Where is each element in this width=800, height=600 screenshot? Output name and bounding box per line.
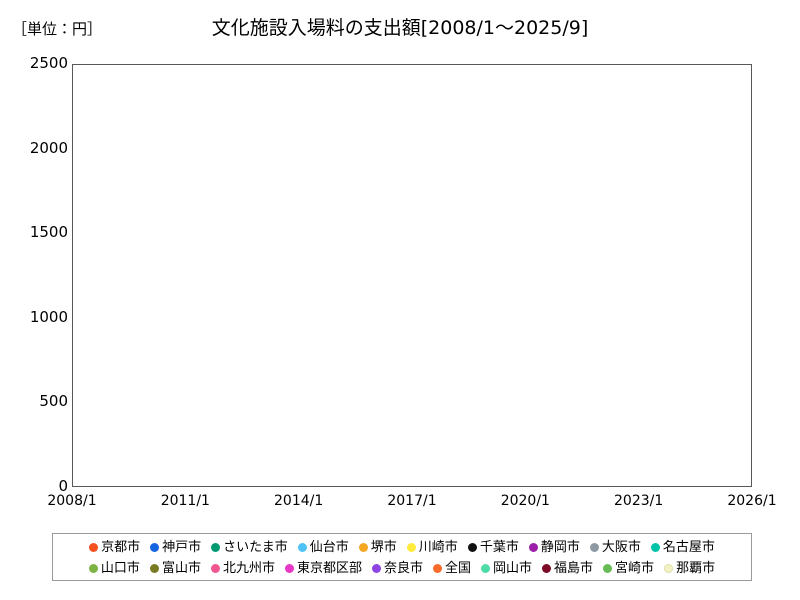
x-axis-tick-label: 2017/1	[387, 493, 437, 509]
legend-label: 京都市	[101, 540, 141, 555]
legend-label: 山口市	[100, 561, 140, 576]
legend-color-swatch	[528, 543, 538, 552]
legend-color-swatch	[284, 564, 294, 573]
legend-color-swatch	[650, 543, 660, 552]
chart-title: 文化施設入場料の支出額[2008/1〜2025/9]	[211, 17, 589, 39]
legend-color-swatch	[589, 543, 599, 552]
legend-label: 堺市	[370, 540, 397, 555]
legend-item[interactable]: 神戸市	[150, 541, 201, 554]
legend-item[interactable]: 大阪市	[589, 540, 641, 555]
legend-item[interactable]: 那覇市	[664, 562, 715, 575]
legend-label: 大阪市	[601, 540, 641, 555]
x-axis-tick-label: 2023/1	[614, 493, 664, 509]
legend-label: 奈良市	[383, 561, 423, 576]
legend-row-1: 京都市 神戸市 さいたま市 仙台市 堺市 川崎市 千葉市 静岡市 大阪市 名古屋市	[59, 537, 745, 558]
legend-color-swatch	[358, 543, 368, 552]
legend-label: 福島市	[554, 561, 594, 576]
legend-color-swatch	[89, 543, 99, 552]
legend-item[interactable]: 名古屋市	[650, 540, 715, 555]
legend-color-swatch	[149, 564, 159, 573]
y-axis-tick-label: 500	[39, 392, 68, 411]
x-axis-tick-label: 2014/1	[274, 493, 324, 509]
legend-item[interactable]: 富山市	[149, 561, 201, 576]
plot-frame	[72, 64, 752, 487]
y-axis-tick-label: 0	[58, 477, 68, 495]
legend-item[interactable]: 北九州市	[210, 561, 275, 576]
legend-label: 富山市	[161, 561, 201, 576]
legend-item[interactable]: 岡山市	[481, 562, 532, 575]
legend-color-swatch	[88, 564, 98, 573]
legend-item[interactable]: さいたま市	[211, 541, 288, 554]
plot-area	[72, 64, 752, 487]
y-axis-tick-label: 2000	[29, 138, 68, 157]
legend-item[interactable]: 川崎市	[406, 540, 458, 555]
legend-color-swatch	[210, 564, 220, 573]
legend-item[interactable]: 東京都区部	[284, 561, 362, 576]
legend-item[interactable]: 全国	[433, 562, 471, 575]
legend-label: 神戸市	[162, 540, 202, 555]
legend-color-swatch	[371, 564, 381, 573]
y-axis-tick-label: 1500	[29, 223, 68, 242]
legend-label: 那覇市	[676, 561, 716, 576]
legend-color-swatch	[481, 564, 491, 573]
legend-item[interactable]: 京都市	[89, 541, 140, 554]
legend-label: 全国	[445, 561, 472, 576]
x-axis-tick-label: 2011/1	[160, 493, 210, 509]
legend-label: 岡山市	[493, 561, 533, 576]
legend-item[interactable]: 山口市	[88, 561, 140, 576]
legend-color-swatch	[211, 543, 221, 552]
legend-item[interactable]: 宮崎市	[603, 562, 654, 575]
legend-color-swatch	[406, 543, 416, 552]
x-axis-tick-label: 2008/1	[47, 493, 97, 509]
legend-label: 静岡市	[540, 540, 580, 555]
legend-item[interactable]: 奈良市	[371, 561, 423, 576]
legend-item[interactable]: 千葉市	[467, 540, 519, 555]
y-axis-tick-label: 1000	[29, 307, 68, 326]
y-axis-tick-label: 2500	[29, 54, 68, 72]
legend-label: 仙台市	[309, 540, 349, 555]
x-axis-tick-label: 2026/1	[727, 493, 777, 509]
legend-label: 北九州市	[222, 561, 275, 576]
legend-color-swatch	[542, 564, 552, 573]
legend: 京都市 神戸市 さいたま市 仙台市 堺市 川崎市 千葉市 静岡市 大阪市 名古屋市 山口市 富山市 北…	[52, 533, 752, 581]
legend-label: 宮崎市	[615, 561, 655, 576]
legend-label: 名古屋市	[662, 540, 715, 555]
legend-label: 川崎市	[418, 540, 458, 555]
legend-item[interactable]: 仙台市	[297, 540, 349, 555]
legend-label: 千葉市	[479, 540, 519, 555]
y-axis: 2500 2000 1500 1000 500 0	[0, 0, 68, 600]
legend-color-swatch	[664, 564, 674, 573]
legend-color-swatch	[297, 543, 307, 552]
unit-label: ［単位：円］	[12, 20, 103, 38]
legend-color-swatch	[433, 564, 442, 573]
legend-color-swatch	[603, 564, 613, 573]
legend-label: さいたま市	[223, 540, 288, 555]
legend-label: 東京都区部	[296, 561, 362, 576]
x-axis-tick-label: 2020/1	[500, 493, 550, 509]
legend-item[interactable]: 福島市	[542, 562, 593, 575]
legend-color-swatch	[150, 543, 160, 552]
legend-row-2: 山口市 富山市 北九州市 東京都区部 奈良市 全国 岡山市 福島市 宮崎市 那覇市	[59, 558, 745, 579]
legend-item[interactable]: 堺市	[358, 540, 397, 555]
legend-item[interactable]: 静岡市	[528, 540, 580, 555]
legend-color-swatch	[467, 543, 477, 552]
